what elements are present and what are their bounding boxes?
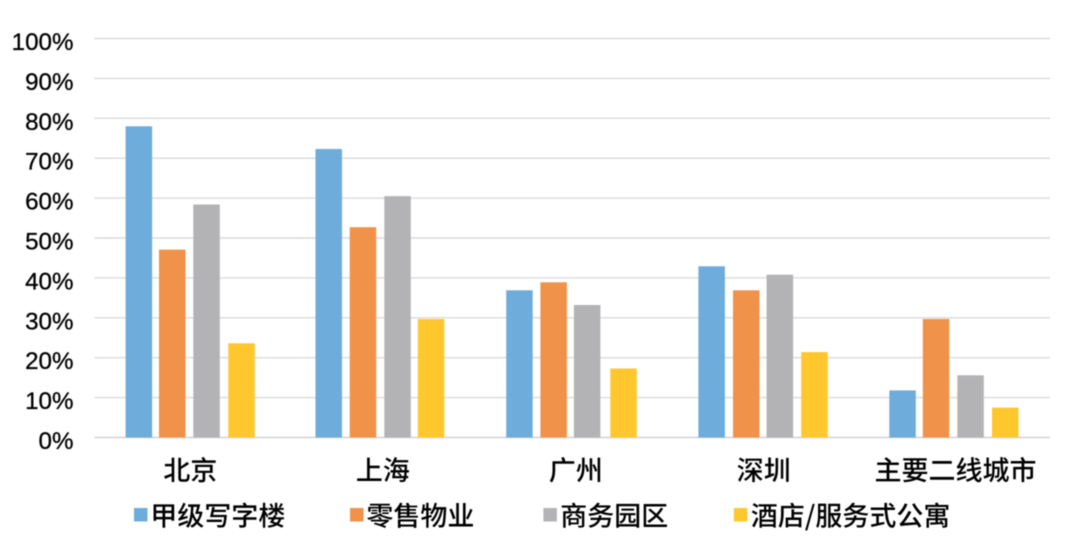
svg-text:30%: 30% <box>25 308 73 335</box>
svg-text:60%: 60% <box>25 189 73 216</box>
svg-text:50%: 50% <box>25 229 73 256</box>
svg-text:40%: 40% <box>25 268 73 295</box>
svg-text:0%: 0% <box>39 428 74 455</box>
svg-text:90%: 90% <box>25 69 73 96</box>
svg-text:10%: 10% <box>25 388 73 415</box>
svg-text:70%: 70% <box>25 149 73 176</box>
svg-text:80%: 80% <box>25 109 73 136</box>
svg-text:20%: 20% <box>25 348 73 375</box>
svg-text:100%: 100% <box>12 29 74 56</box>
